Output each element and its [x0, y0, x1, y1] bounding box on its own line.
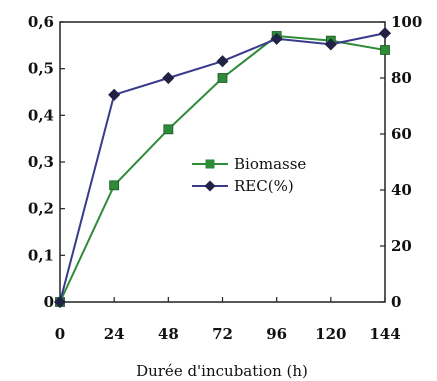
data-point: [162, 71, 175, 85]
y-left-tick-label: 0,6: [28, 13, 54, 31]
tick-labels: 0 0,1 0,2 0,3 0,4 0,5 0,6 0 20 40 60 80 100 0 24 48 72 96…: [28, 13, 422, 343]
y-right-tick-label: 40: [391, 181, 412, 199]
series-rec: [53, 27, 392, 309]
data-point: [378, 27, 392, 40]
data-point: [270, 32, 283, 45]
data-point: [217, 73, 228, 83]
data-point: [108, 88, 121, 101]
x-tick-label: 144: [369, 325, 400, 343]
y-right-tick-label: 100: [391, 13, 422, 31]
y-right-tick-label: 60: [391, 125, 412, 143]
legend-label: Biomasse: [234, 155, 306, 173]
axes: [59, 21, 386, 303]
data-point: [163, 124, 174, 135]
x-tick-label: 0: [55, 325, 65, 343]
y-right-tick-label: 0: [391, 293, 401, 311]
x-tick-label: 96: [266, 325, 287, 343]
x-tick-label: 120: [315, 325, 346, 343]
data-point: [216, 55, 229, 68]
data-point: [109, 180, 120, 191]
y-right-tick-label: 20: [391, 237, 412, 255]
y-left-tick-label: 0: [44, 293, 54, 311]
data-point: [324, 38, 337, 51]
x-tick-label: 48: [158, 325, 179, 343]
x-tick-label: 24: [104, 325, 125, 343]
y-left-tick-label: 0,4: [28, 106, 54, 124]
data-point: [380, 45, 390, 55]
y-left-tick-label: 0,2: [28, 200, 54, 218]
data-point: [53, 295, 67, 309]
legend-label: REC(%): [234, 177, 294, 195]
x-axis-label: Durée d'incubation (h): [136, 362, 308, 380]
y-left-tick-label: 0,1: [28, 246, 54, 264]
x-tick-label: 72: [212, 325, 233, 343]
series-biomasse: [55, 31, 390, 307]
y-left-tick-label: 0,3: [28, 153, 54, 171]
legend: Biomasse REC(%): [192, 155, 306, 195]
legend-marker: [205, 159, 215, 169]
series-group: [53, 27, 392, 309]
legend-marker: [204, 180, 216, 192]
y-right-tick-label: 80: [391, 69, 412, 87]
y-left-tick-label: 0,5: [28, 60, 54, 78]
